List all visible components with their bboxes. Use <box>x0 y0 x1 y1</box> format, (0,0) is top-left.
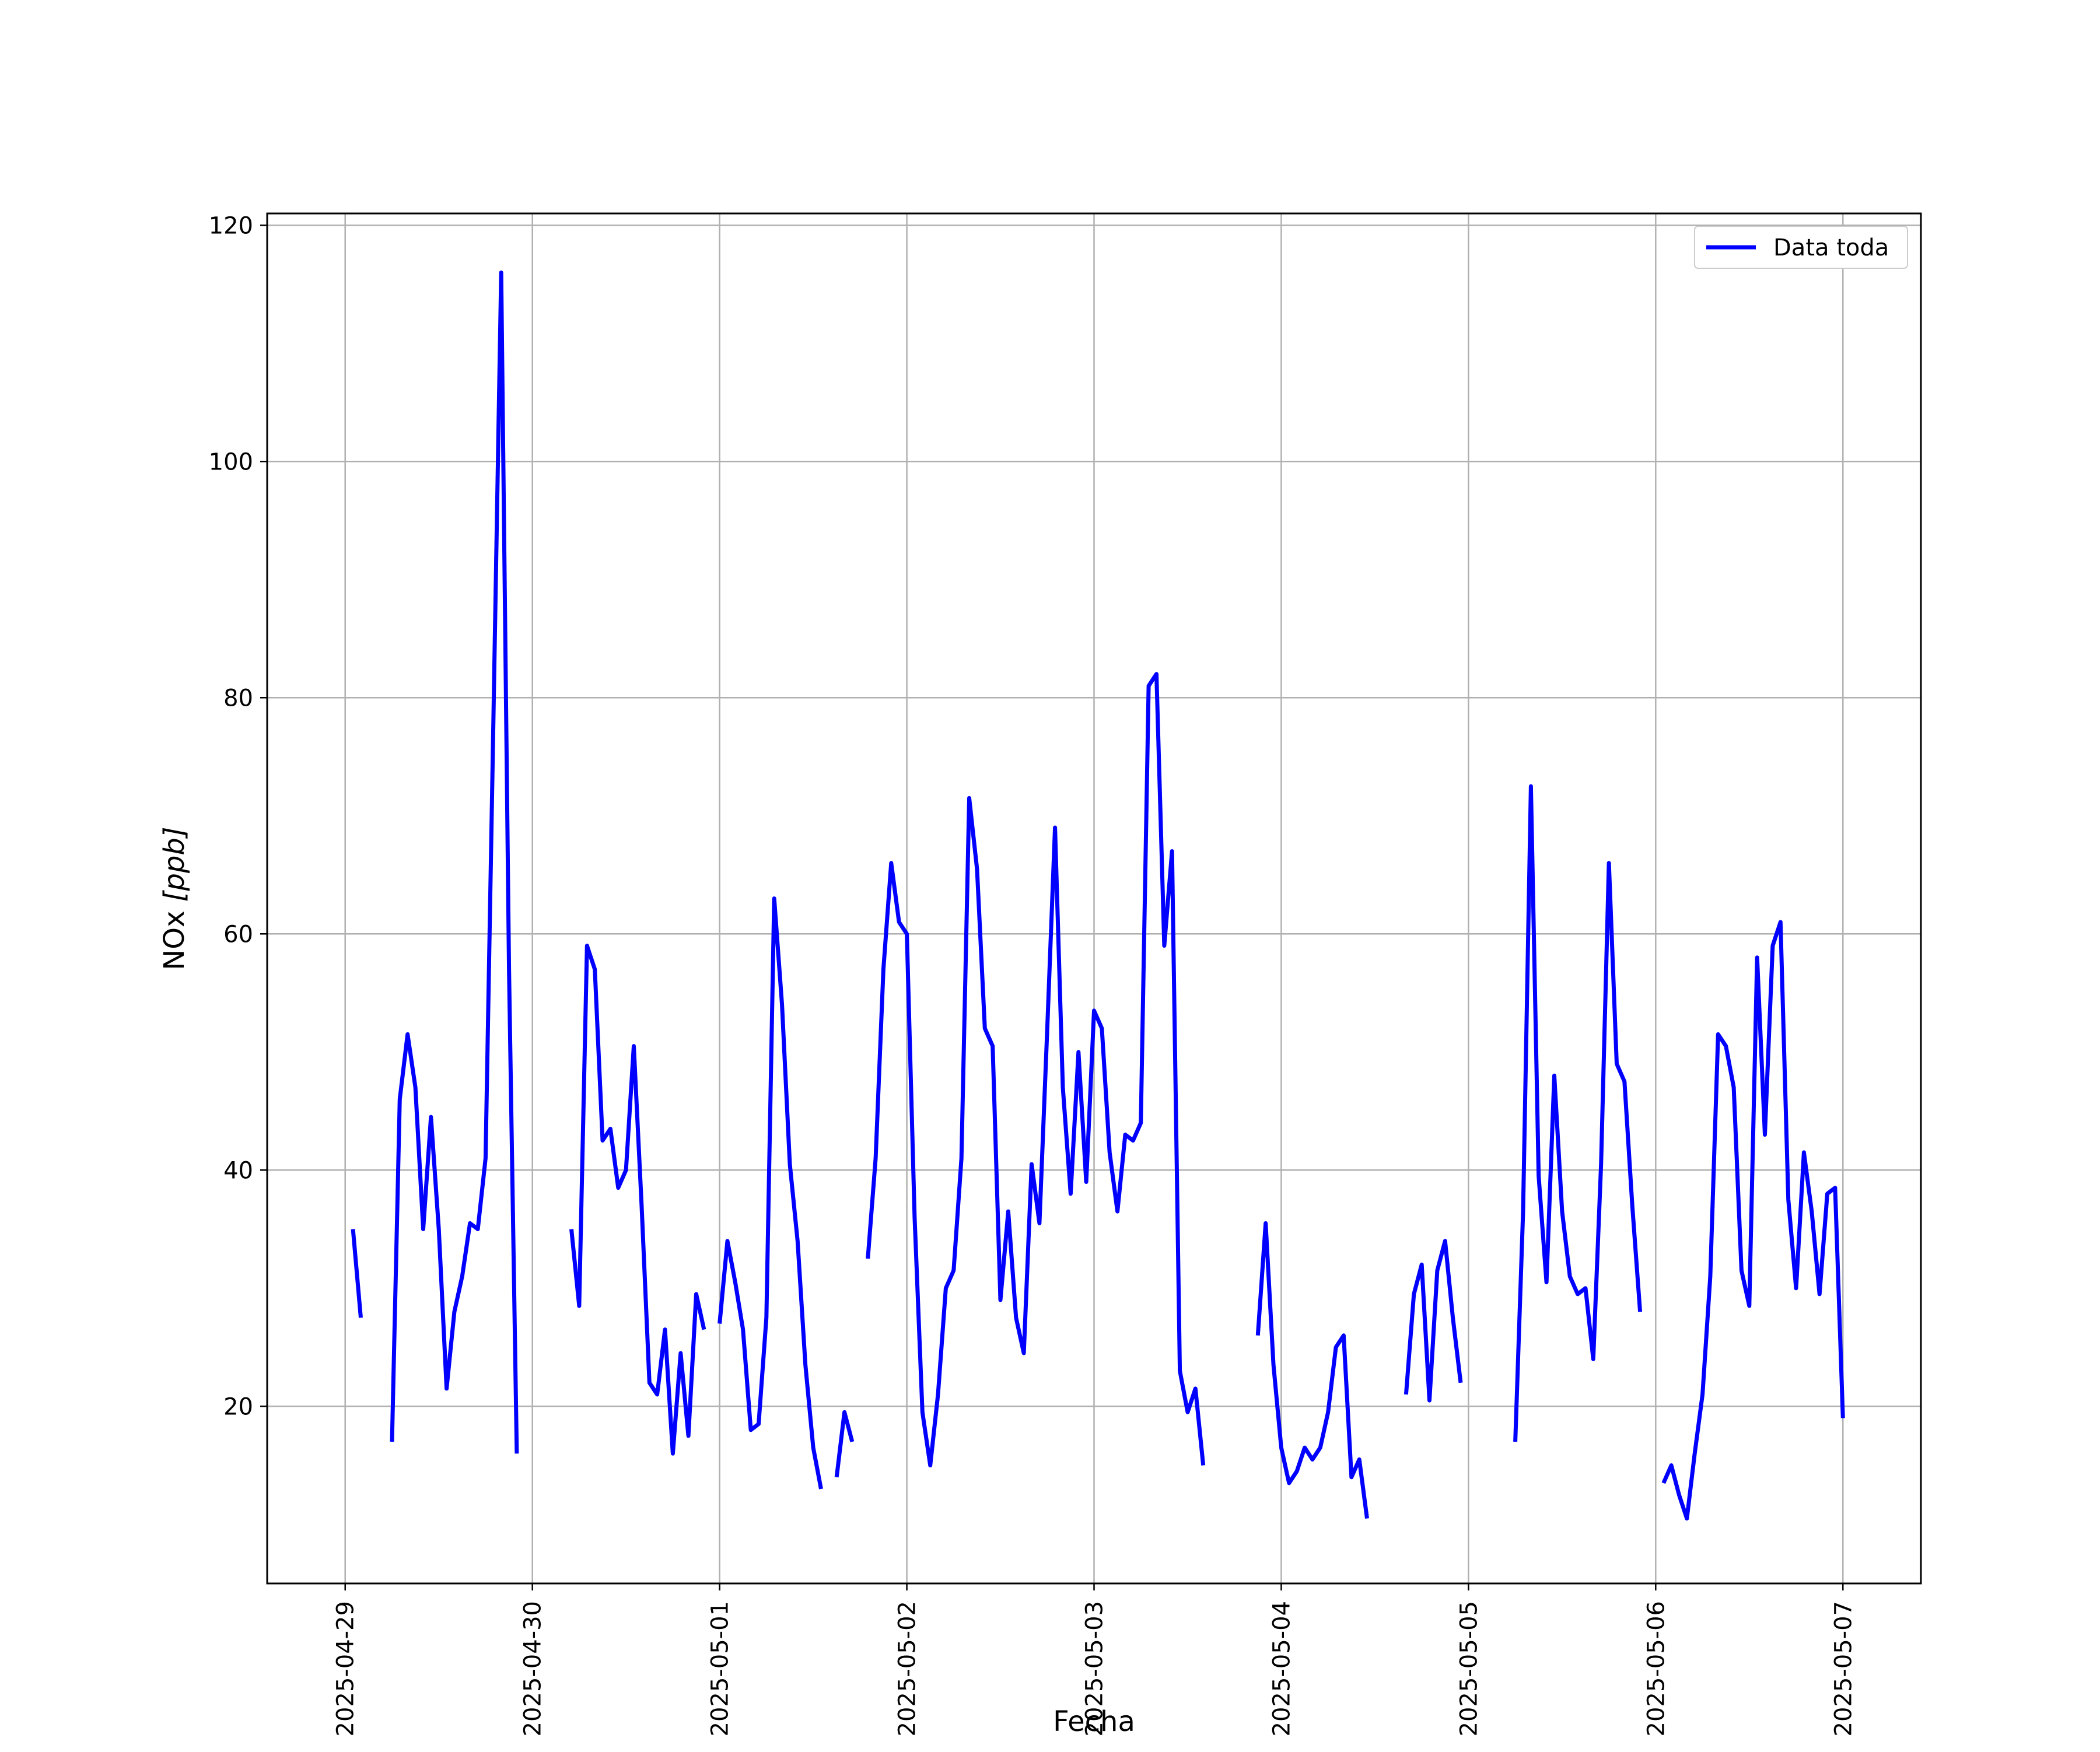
series-line-segment <box>351 1229 363 1318</box>
y-axis-label-unit: [ppb] <box>158 826 191 902</box>
x-tick-label: 2025-05-01 <box>707 1601 734 1736</box>
x-tick-label: 2025-04-29 <box>332 1601 359 1736</box>
series-line-segment <box>866 672 1206 1467</box>
series-line-segment <box>390 270 519 1454</box>
x-tick-label: 2025-04-30 <box>520 1601 547 1736</box>
y-tick-label: 80 <box>223 685 253 712</box>
series-line-segment <box>834 1410 855 1478</box>
legend-label: Data toda <box>1773 234 1889 261</box>
legend-box <box>1694 226 1908 269</box>
series-lines <box>351 270 1845 1521</box>
legend: Data toda <box>1694 226 1908 269</box>
y-axis-ticks: 20 40 60 80 100 120 <box>209 212 267 1420</box>
y-tick-label: 20 <box>223 1393 253 1420</box>
x-tick-label: 2025-05-06 <box>1643 1601 1670 1736</box>
x-tick-label: 2025-05-03 <box>1082 1601 1108 1736</box>
x-axis-label: Fecha <box>1053 1705 1135 1738</box>
series-line-segment <box>718 896 823 1490</box>
y-axis-label: NOx [ppb] <box>158 826 191 970</box>
series-line-segment <box>1404 1239 1463 1403</box>
y-tick-label: 100 <box>209 448 253 475</box>
x-tick-label: 2025-05-07 <box>1830 1601 1857 1736</box>
y-tick-label: 60 <box>223 921 253 948</box>
y-tick-label: 120 <box>209 212 253 239</box>
series-line-segment <box>569 944 706 1456</box>
y-axis-label-main: NOx <box>158 902 191 970</box>
x-tick-label: 2025-05-05 <box>1455 1601 1482 1736</box>
series-line-segment <box>1255 1221 1369 1519</box>
grid-lines <box>267 213 1921 1583</box>
series-line-segment <box>1513 784 1643 1442</box>
x-axis-ticks: 2025-04-29 2025-04-30 2025-05-01 2025-05-02… <box>332 1583 1857 1736</box>
series-line-segment <box>1661 920 1845 1521</box>
x-tick-label: 2025-05-04 <box>1268 1601 1295 1736</box>
y-tick-label: 40 <box>223 1157 253 1184</box>
x-tick-label: 2025-05-02 <box>894 1601 921 1736</box>
